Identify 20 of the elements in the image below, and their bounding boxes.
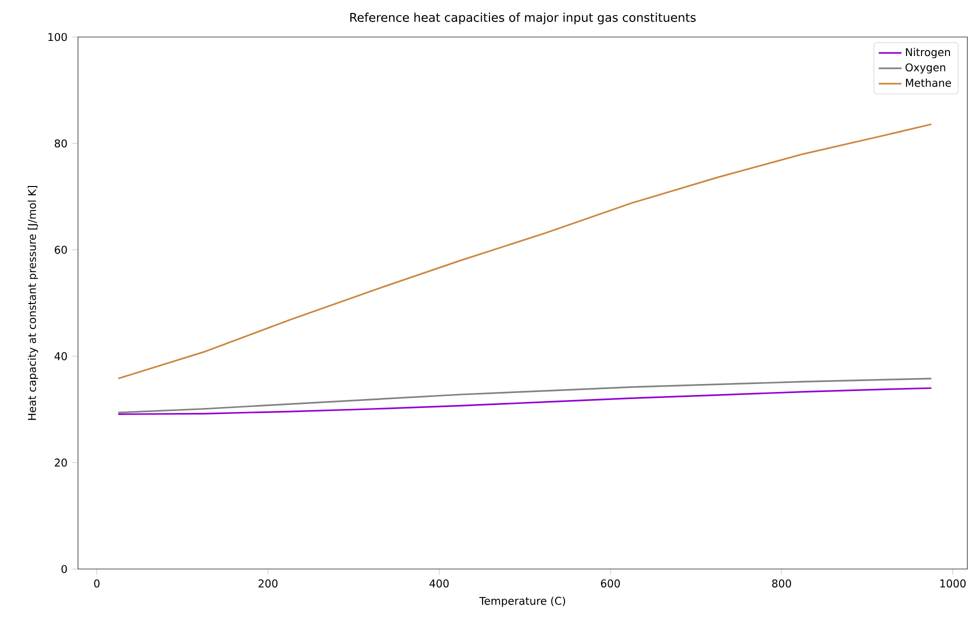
- x-tick-label: 1000: [940, 579, 966, 588]
- chart-title: Reference heat capacities of major input gas constituents: [350, 12, 696, 24]
- x-tick-label: 200: [258, 579, 278, 588]
- y-tick-label: 40: [54, 352, 67, 360]
- y-tick-label: 80: [54, 139, 67, 148]
- y-tick-label: 20: [54, 458, 67, 467]
- x-tick-label: 800: [772, 579, 792, 588]
- legend-label: Nitrogen: [906, 48, 950, 58]
- x-tick-label: 400: [430, 579, 449, 588]
- y-tick-label: 0: [62, 564, 67, 574]
- line-series: [117, 123, 932, 380]
- legend-label: Oxygen: [906, 63, 946, 74]
- x-axis-title: Temperature (C): [479, 596, 566, 607]
- y-axis-title: Heat capacity at constant pressure [J/mol K]: [28, 186, 38, 420]
- x-tick-label: 600: [600, 579, 620, 588]
- y-tick-label: 60: [54, 246, 67, 254]
- legend-label: Methane: [906, 78, 951, 87]
- line-series: [117, 387, 932, 415]
- y-tick-label: 100: [48, 32, 67, 42]
- x-tick-label: 0: [94, 579, 100, 588]
